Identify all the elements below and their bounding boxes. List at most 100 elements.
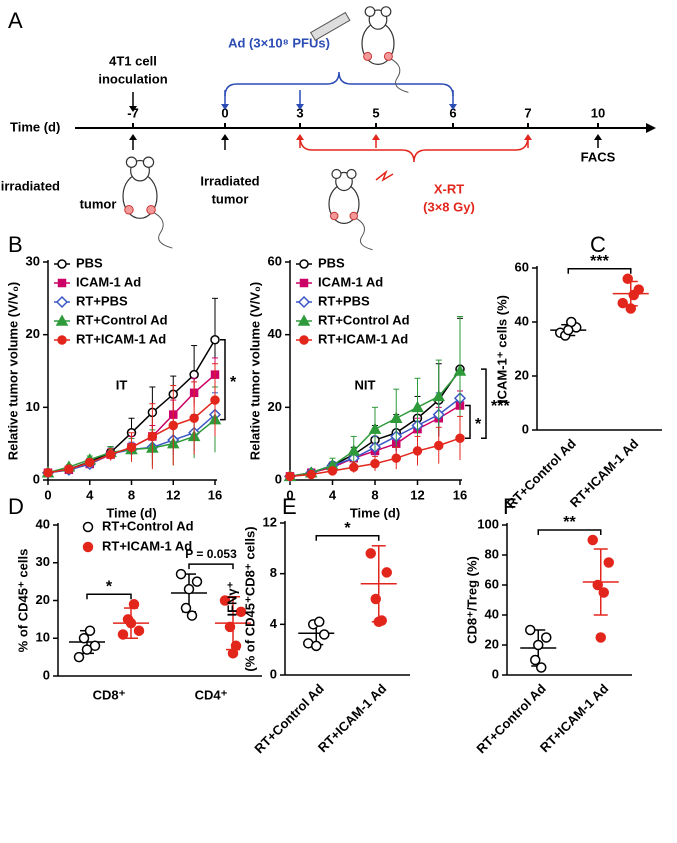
marker: [391, 453, 401, 463]
chart-label: IT: [116, 378, 128, 393]
mouse-ear: [380, 6, 392, 17]
y-tick-label: 30: [36, 554, 50, 569]
data-point: [373, 616, 384, 628]
data-point: [381, 567, 392, 578]
irradiated-label: Irradiated: [200, 173, 259, 188]
mouse-tail: [354, 217, 373, 251]
y-tick-label: 0: [275, 471, 282, 486]
marker: [210, 335, 220, 345]
y-axis-title: ICAM-1⁺ cells (%): [494, 295, 509, 403]
y-tick-label: 20: [515, 367, 529, 382]
tumor: [383, 51, 393, 61]
y-tick-label: 8: [270, 565, 277, 580]
y-tick-label: 0: [270, 666, 277, 681]
marker: [432, 389, 446, 402]
legend-label: PBS: [318, 255, 345, 270]
rt-label: X-RT: [434, 181, 464, 196]
data-point: [536, 662, 547, 673]
ad-brace: [224, 71, 454, 97]
panel-label: B: [8, 232, 23, 257]
y-axis-title: IFNγ⁺: [224, 581, 239, 616]
day-arrow-head: [129, 134, 137, 140]
data-point: [180, 602, 192, 614]
legend-marker: [82, 521, 94, 533]
y-tick-label: 0: [522, 421, 529, 436]
data-point: [541, 632, 552, 643]
legend-marker: [57, 335, 67, 345]
marker: [147, 431, 158, 442]
day-label: 0: [221, 105, 228, 120]
data-point: [598, 587, 609, 598]
panel-label: A: [8, 8, 23, 33]
mouse-ear: [331, 168, 342, 180]
data-point: [587, 534, 598, 546]
x-tick-label: 8: [371, 487, 378, 502]
legend-label: ICAM-1 Ad: [76, 274, 141, 289]
y-tick-label: 0: [43, 667, 50, 682]
x-tick-label: 0: [44, 487, 51, 502]
mouse-tail: [151, 211, 173, 249]
marker: [64, 464, 74, 474]
ad-arrow-head: [221, 104, 229, 110]
data-point: [183, 583, 195, 595]
data-point: [370, 593, 381, 605]
y-axis-title: Relative tumor volume (V/V₀): [247, 282, 262, 461]
panel-label: C: [590, 232, 606, 257]
significance-label: ***: [590, 253, 609, 270]
significance-label: ***: [491, 398, 510, 415]
mouse-ear: [346, 168, 357, 180]
inoculation-arrow-head: [129, 106, 137, 112]
x-tick-label: CD8⁺: [93, 687, 126, 702]
data-point: [617, 297, 628, 309]
marker: [126, 442, 137, 453]
ad-label: Ad (3×10⁸ PFUs): [228, 35, 330, 50]
panel-label: D: [8, 494, 24, 519]
marker: [347, 444, 361, 456]
x-tick-label: 12: [166, 487, 180, 502]
y-tick-label: 40: [515, 313, 529, 328]
rt-label: (3×8 Gy): [423, 199, 475, 214]
day-label: 7: [524, 105, 531, 120]
marker: [349, 462, 359, 473]
y-tick-label: 20: [26, 326, 40, 341]
legend-label: RT+PBS: [318, 293, 370, 308]
y-tick-label: 4: [270, 616, 278, 631]
data-point: [84, 625, 96, 636]
rt-arrow-head: [524, 134, 532, 140]
y-tick-label: 80: [485, 546, 499, 561]
marker: [412, 446, 423, 456]
significance-label: P = 0.053: [185, 547, 237, 561]
y-tick-label: 20: [485, 636, 499, 651]
data-point: [314, 616, 325, 628]
y-tick-label: 10: [36, 630, 50, 645]
data-point: [117, 629, 129, 640]
inoculation-label: 4T1 cell: [109, 53, 157, 68]
ad-arrow-head: [449, 104, 457, 110]
data-point: [224, 621, 236, 633]
day-label: 3: [296, 105, 303, 120]
panel-label: E: [282, 494, 297, 519]
chart-label: NIT: [355, 378, 376, 393]
y-tick-label: 0: [492, 666, 499, 681]
tumor: [349, 211, 358, 221]
data-point: [625, 303, 636, 314]
ad-arrow-head: [296, 104, 304, 110]
x-axis-title: Time (d): [350, 505, 400, 520]
y-tick-label: 40: [485, 606, 499, 621]
significance-label: *: [344, 520, 351, 537]
y-tick-label: 10: [26, 399, 40, 414]
x-tick-label: CD4⁺: [195, 687, 228, 702]
marker: [189, 413, 199, 423]
mouse-ear: [125, 156, 138, 168]
mouse-ear: [142, 156, 155, 168]
y-tick-label: 40: [36, 516, 50, 531]
legend-marker: [55, 295, 69, 309]
data-point: [175, 568, 187, 580]
data-point: [227, 648, 239, 659]
syringe: [309, 11, 351, 42]
y-axis-title: CD8⁺/Treg (%): [464, 556, 479, 644]
time-label: Time (d): [10, 119, 60, 134]
significance-bracket: [481, 368, 487, 439]
data-point: [311, 640, 322, 652]
